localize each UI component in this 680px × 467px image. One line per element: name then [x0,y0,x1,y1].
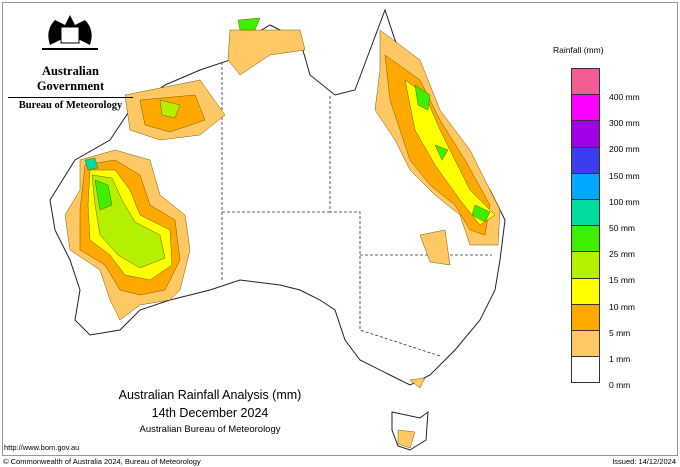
legend-swatch [572,69,599,96]
legend-swatch [572,121,599,148]
coat-of-arms-emblem [42,15,98,50]
legend-swatch [572,304,599,331]
legend-swatch [572,95,599,122]
government-logo: Australian Government Bureau of Meteorol… [8,10,133,111]
copyright: © Commonwealth of Australia 2024, Bureau… [3,457,201,466]
legend-label: 300 mm [609,118,640,129]
map-date: 14th December 2024 [151,406,269,420]
legend-label: 1 mm [609,354,631,364]
legend-label: 100 mm [609,196,640,207]
issued-date: Issued: 14/12/2024 [612,457,676,466]
legend-label: 200 mm [609,144,640,155]
legend-swatch [572,199,599,227]
legend-label: 25 mm [609,249,635,260]
map-title: Australian Rainfall Analysis (mm) [118,388,302,402]
legend-title: Rainfall (mm) [553,45,604,55]
legend-label: 10 mm [609,301,635,312]
legend-label: 0 mm [609,380,631,391]
legend-label: 5 mm [609,327,631,338]
map-source: Australian Bureau of Meteorology [139,424,281,435]
legend-swatch [572,252,599,279]
legend-label: 400 mm [609,92,640,102]
legend-swatch [572,147,599,174]
rainfall-areas [64,17,501,449]
website-link[interactable]: http://www.bom.gov.au [4,443,80,452]
legend-colorbar [571,68,600,384]
legend-swatch [572,330,599,358]
legend-swatch [572,357,599,383]
government-name: Australian Government [36,64,105,93]
legend-label: 50 mm [609,223,635,233]
map-frame [2,2,678,456]
state-borders [221,62,492,357]
legend-label: 150 mm [609,170,640,181]
legend-swatch [572,226,599,253]
legend-swatch [572,173,599,200]
legend-swatch [572,278,599,305]
legend-label: 15 mm [609,275,635,286]
agency-name: Bureau of Meteorology [8,97,133,111]
